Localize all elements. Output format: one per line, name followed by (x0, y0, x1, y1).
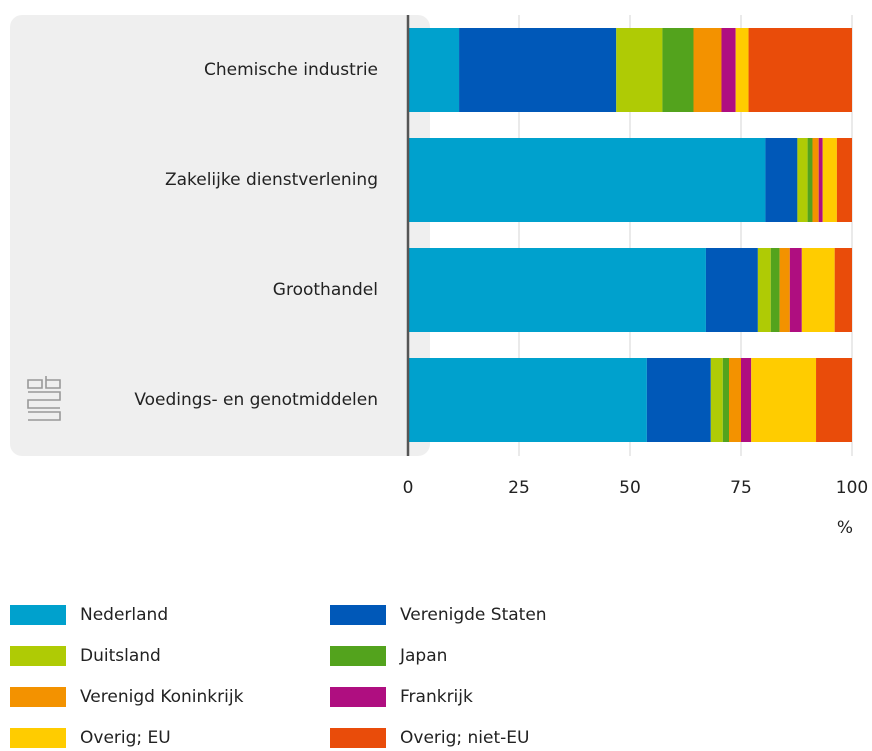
x-tick-label: 75 (730, 478, 752, 498)
bar-segment (408, 248, 706, 332)
x-tick-label: 25 (508, 478, 530, 498)
legend-label: Frankrijk (400, 687, 473, 707)
bar-segment (459, 28, 617, 112)
bar-segment (816, 358, 852, 442)
legend-label: Duitsland (80, 646, 161, 666)
legend-label: Japan (399, 646, 447, 666)
bar-segment (408, 138, 766, 222)
legend-label: Overig; niet-EU (400, 728, 529, 748)
x-tick-label: 100 (836, 478, 868, 498)
bar-segment (705, 248, 758, 332)
bar-segment (646, 358, 711, 442)
y-tick-label: Groothandel (273, 280, 378, 300)
legend-swatch (330, 687, 386, 707)
bar-segment (770, 248, 780, 332)
bar-segment (797, 138, 808, 222)
y-tick-label: Zakelijke dienstverlening (165, 170, 378, 190)
bar-segment (789, 248, 802, 332)
bar-segment (735, 28, 749, 112)
bar-segment (710, 358, 723, 442)
bar-segment (722, 358, 730, 442)
legend-label: Nederland (80, 605, 168, 625)
cbs-logo (27, 376, 61, 421)
bar-segment (662, 28, 694, 112)
bar-segment (693, 28, 722, 112)
legend-swatch (10, 687, 66, 707)
label-panel (10, 15, 430, 456)
bar-segment (765, 138, 798, 222)
x-tick-label: 50 (619, 478, 641, 498)
bar-segment (834, 248, 852, 332)
bar-segment (822, 138, 837, 222)
legend-swatch (330, 728, 386, 748)
bar-segment (812, 138, 819, 222)
legend-label: Verenigd Koninkrijk (80, 687, 244, 707)
y-tick-label: Voedings- en genotmiddelen (134, 390, 378, 410)
bar-segment (801, 248, 835, 332)
bar-segment (616, 28, 663, 112)
x-axis-label: % (837, 518, 853, 538)
bar-segment (408, 358, 647, 442)
bar-segment (741, 358, 752, 442)
x-tick-label: 0 (403, 478, 414, 498)
legend-swatch (10, 605, 66, 625)
legend-label: Overig; EU (80, 728, 171, 748)
bar-segment (748, 28, 852, 112)
legend-label: Verenigde Staten (400, 605, 547, 625)
bar-segment (751, 358, 817, 442)
bar-segment (807, 138, 813, 222)
legend-swatch (330, 605, 386, 625)
bar-segment (818, 138, 823, 222)
bar-segment (779, 248, 790, 332)
bar-segment (721, 28, 736, 112)
legend-swatch (330, 646, 386, 666)
bar-segment (757, 248, 771, 332)
y-tick-label: Chemische industrie (204, 60, 378, 80)
bar-segment (836, 138, 852, 222)
legend-swatch (10, 728, 66, 748)
bar-segment (729, 358, 741, 442)
bar-segment (408, 28, 460, 112)
legend-swatch (10, 646, 66, 666)
